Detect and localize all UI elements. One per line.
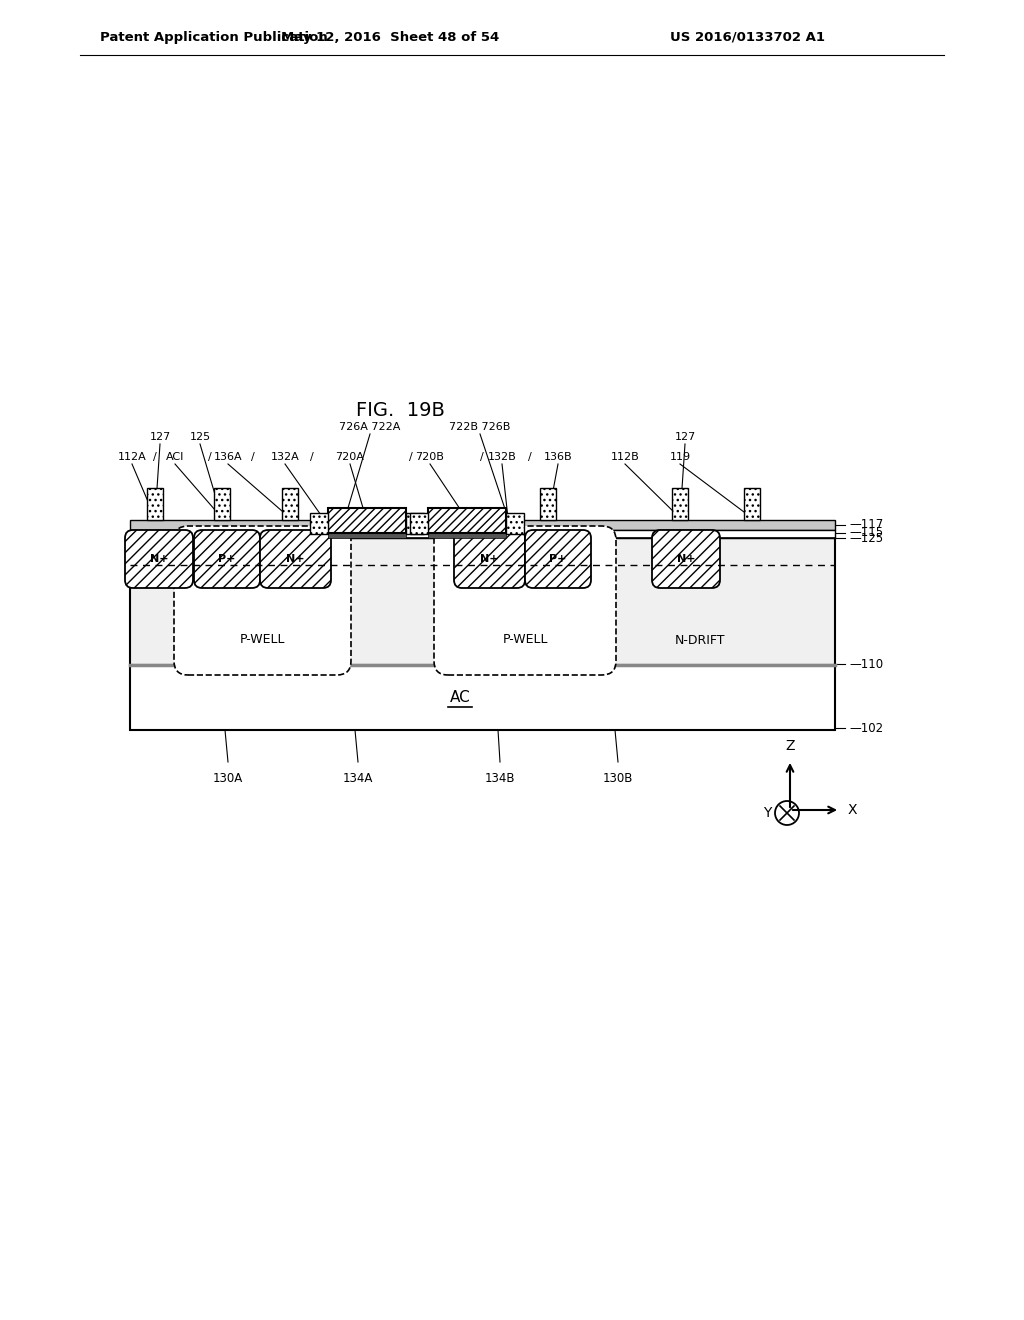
Text: 127: 127 bbox=[675, 432, 695, 442]
Text: 720B: 720B bbox=[416, 451, 444, 462]
Bar bbox=[428, 533, 506, 539]
Text: P-WELL: P-WELL bbox=[240, 634, 286, 645]
Text: 722B 726B: 722B 726B bbox=[450, 422, 511, 432]
FancyBboxPatch shape bbox=[652, 531, 720, 587]
FancyBboxPatch shape bbox=[260, 531, 331, 587]
Bar bbox=[328, 533, 406, 539]
FancyBboxPatch shape bbox=[434, 525, 616, 675]
Text: P+: P+ bbox=[218, 554, 236, 564]
Text: /: / bbox=[310, 451, 314, 462]
Text: N+: N+ bbox=[150, 554, 168, 564]
Bar bbox=[428, 508, 506, 533]
Text: 112B: 112B bbox=[610, 451, 639, 462]
Text: N-DRIFT: N-DRIFT bbox=[675, 634, 725, 647]
Bar bbox=[130, 531, 835, 539]
Bar bbox=[406, 513, 424, 535]
Bar bbox=[130, 520, 835, 531]
Text: Y: Y bbox=[763, 807, 771, 820]
Bar bbox=[130, 539, 835, 665]
FancyBboxPatch shape bbox=[525, 531, 591, 587]
Bar bbox=[147, 488, 163, 520]
Text: /: / bbox=[528, 451, 531, 462]
Text: /: / bbox=[154, 451, 157, 462]
Text: X: X bbox=[848, 803, 857, 817]
Bar bbox=[214, 488, 230, 520]
Text: N+: N+ bbox=[480, 554, 499, 564]
Text: 136B: 136B bbox=[544, 451, 572, 462]
Bar bbox=[282, 488, 298, 520]
Text: 125: 125 bbox=[189, 432, 211, 442]
Bar bbox=[410, 513, 428, 535]
Text: N+: N+ bbox=[677, 554, 695, 564]
Text: FIG.  19B: FIG. 19B bbox=[355, 400, 444, 420]
Text: May 12, 2016  Sheet 48 of 54: May 12, 2016 Sheet 48 of 54 bbox=[281, 30, 499, 44]
Text: 132A: 132A bbox=[270, 451, 299, 462]
Text: 136A: 136A bbox=[214, 451, 243, 462]
Text: /: / bbox=[410, 451, 413, 462]
Text: 130B: 130B bbox=[603, 772, 633, 785]
Text: —117: —117 bbox=[849, 519, 884, 532]
FancyBboxPatch shape bbox=[194, 531, 260, 587]
Bar bbox=[672, 488, 688, 520]
FancyBboxPatch shape bbox=[454, 531, 525, 587]
Text: 112A: 112A bbox=[118, 451, 146, 462]
Text: Z: Z bbox=[785, 739, 795, 752]
Bar bbox=[130, 665, 835, 730]
Text: 720A: 720A bbox=[336, 451, 365, 462]
Text: 127: 127 bbox=[150, 432, 171, 442]
Text: /: / bbox=[208, 451, 212, 462]
Text: 134B: 134B bbox=[484, 772, 515, 785]
Text: —102: —102 bbox=[849, 722, 883, 734]
Text: Patent Application Publication: Patent Application Publication bbox=[100, 30, 328, 44]
Text: 726A 722A: 726A 722A bbox=[339, 422, 400, 432]
Text: 130A: 130A bbox=[213, 772, 243, 785]
Text: AC: AC bbox=[450, 690, 470, 705]
Text: —110: —110 bbox=[849, 657, 883, 671]
Bar bbox=[130, 539, 835, 665]
Bar bbox=[506, 513, 524, 535]
Bar bbox=[328, 508, 406, 533]
Text: 134A: 134A bbox=[343, 772, 373, 785]
Text: US 2016/0133702 A1: US 2016/0133702 A1 bbox=[670, 30, 825, 44]
Text: 132B: 132B bbox=[487, 451, 516, 462]
Text: N+: N+ bbox=[287, 554, 305, 564]
Text: /: / bbox=[480, 451, 484, 462]
Text: ACI: ACI bbox=[166, 451, 184, 462]
Text: P+: P+ bbox=[549, 554, 566, 564]
FancyBboxPatch shape bbox=[125, 531, 193, 587]
Bar bbox=[310, 513, 328, 535]
Text: —125: —125 bbox=[849, 532, 883, 544]
Text: P-WELL: P-WELL bbox=[502, 634, 548, 645]
Text: —115: —115 bbox=[849, 527, 883, 540]
Bar bbox=[540, 488, 556, 520]
Text: /: / bbox=[251, 451, 255, 462]
Text: 119: 119 bbox=[670, 451, 690, 462]
Bar bbox=[744, 488, 760, 520]
FancyBboxPatch shape bbox=[174, 525, 351, 675]
